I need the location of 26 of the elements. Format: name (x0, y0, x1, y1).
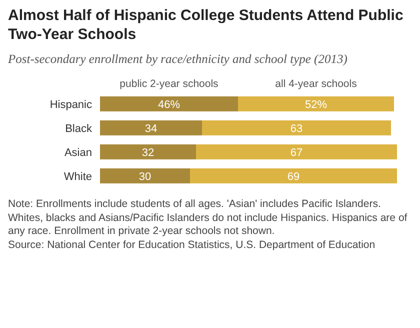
series-label: all 4-year schools (274, 78, 358, 90)
bar (190, 168, 397, 184)
bar (238, 96, 394, 112)
source-note: Source: National Center for Education Statistics, U.S. Department of Education (8, 238, 376, 252)
series-label: public 2-year schools (118, 78, 220, 90)
y-tick-label: Hispanic (50, 98, 92, 111)
data-label: 67 (290, 146, 303, 159)
chart-subtitle: Post-secondary enrollment by race/ethnicity and school type (2013) (8, 52, 348, 67)
chart-title: Almost Half of Hispanic College Students Attend Public Two-Year Schools (8, 6, 404, 44)
bar (100, 96, 238, 112)
data-label: 52% (304, 98, 328, 111)
data-label: 32 (142, 146, 154, 159)
text: Note: Enrollments include students of all ages. 'Asian' includes Pacific Islanders. Whites, blacks and Asians/Pacific Islanders do not include Hispanics. Hispanics are of any race. Enrollment in private 2-year schools not shown. (8, 198, 408, 238)
y-tick-label: Black (65, 122, 92, 135)
data-label: 34 (144, 122, 158, 135)
bar (196, 144, 397, 160)
data-label: 69 (287, 170, 300, 183)
bar (100, 144, 196, 160)
bar (100, 168, 190, 184)
bar (100, 120, 202, 136)
data-label: 63 (290, 122, 303, 135)
y-tick-label: White (64, 170, 92, 183)
data-label: 46% (158, 98, 180, 111)
y-tick-label: Asian (64, 146, 92, 159)
bar (202, 120, 391, 136)
data-label: 30 (138, 170, 152, 183)
